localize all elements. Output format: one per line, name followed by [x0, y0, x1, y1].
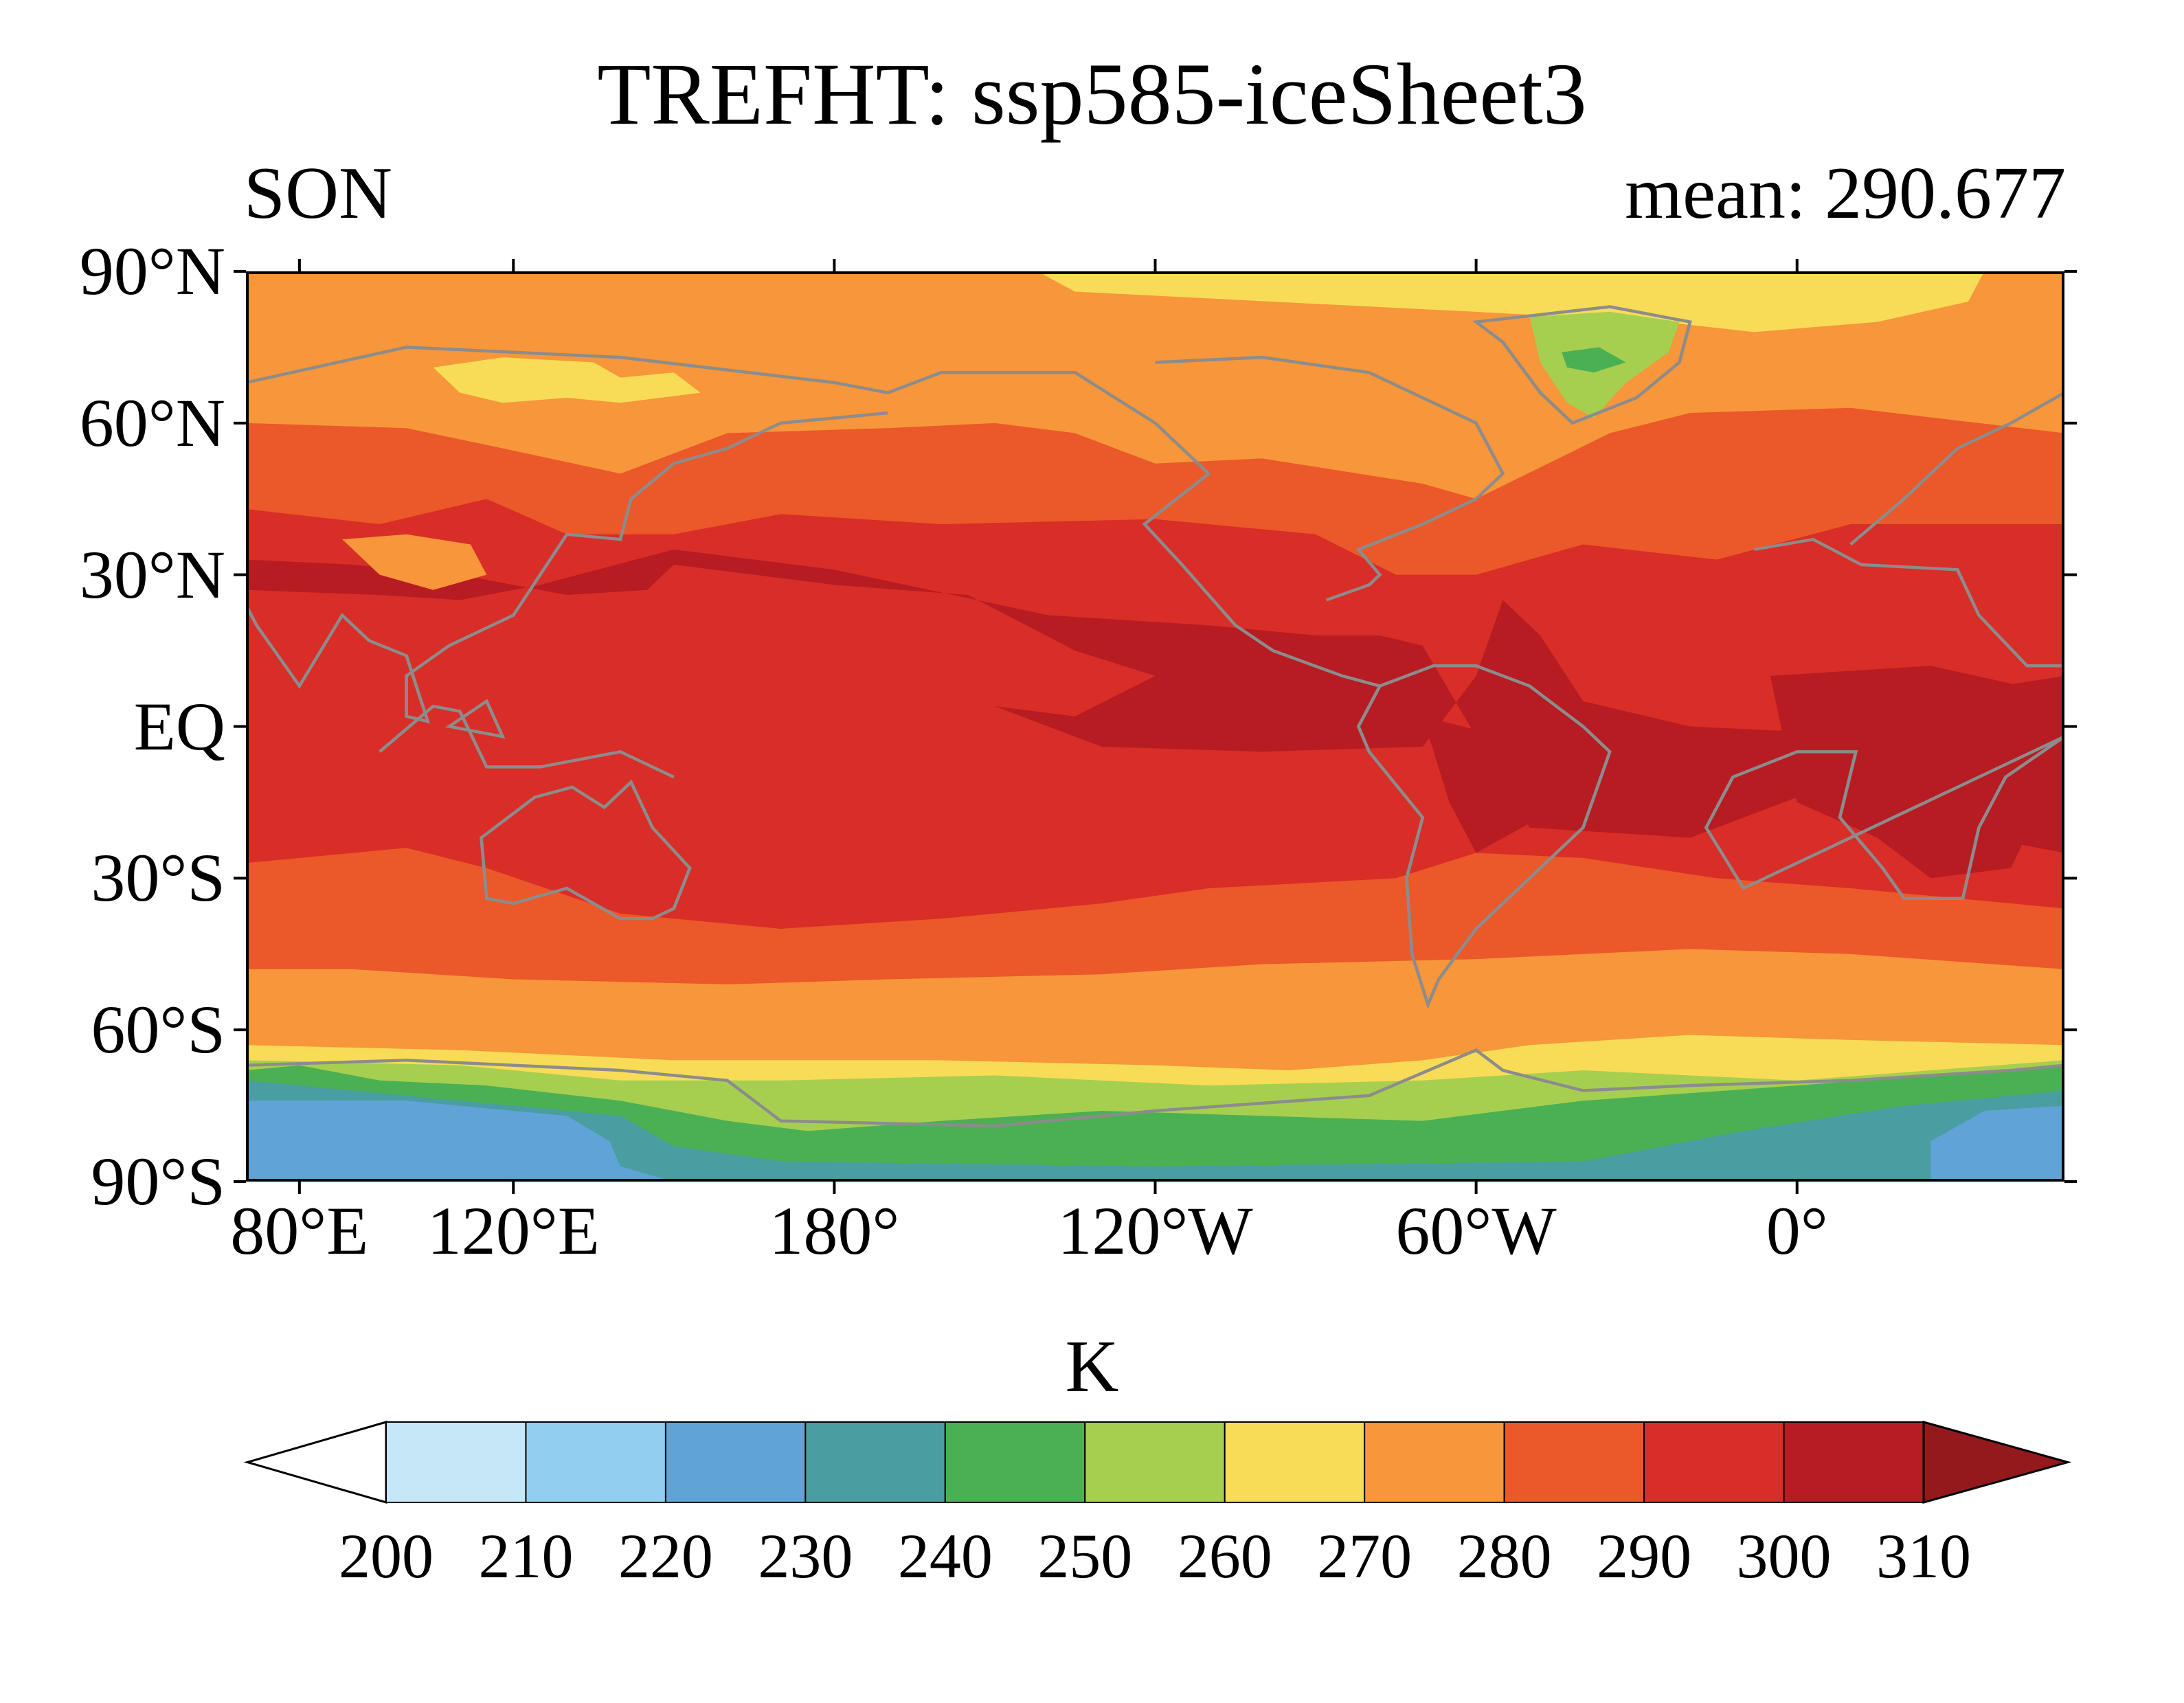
temperature-map [246, 271, 2064, 1182]
map-frame [246, 271, 2064, 1182]
colorbar-box [385, 1421, 527, 1503]
season-label: SON [244, 153, 393, 234]
colorbar-tick-label: 270 [1317, 1521, 1412, 1591]
colorbar [244, 1421, 2071, 1504]
coastline-australia [480, 779, 692, 921]
colorbar-box [1224, 1421, 1366, 1503]
colorbar-tick-label: 280 [1456, 1521, 1552, 1591]
colorbar-extend-high [1922, 1421, 2071, 1504]
mean-label: mean: 290.677 [1625, 153, 2066, 234]
colorbar-tick-label: 220 [618, 1521, 713, 1591]
x-tick-label: 120°E [427, 1193, 600, 1269]
band-260-270-arctic [1037, 271, 1985, 332]
coastline-antarctica [246, 1048, 2064, 1128]
x-tick-label: 0° [1766, 1193, 1828, 1269]
colorbar-box [1364, 1421, 1505, 1503]
coastline-eurasia [246, 346, 2064, 724]
coastline-greenland [1472, 305, 1692, 425]
colorbar-tick-label: 310 [1876, 1521, 1971, 1591]
colorbar-box [525, 1421, 666, 1503]
colorbar-box [664, 1421, 807, 1503]
colorbar-tick-label: 260 [1177, 1521, 1272, 1591]
colorbar-tick-label: 250 [1037, 1521, 1133, 1591]
band-260-270-siberia [433, 357, 701, 403]
band-230-240-antarctic [246, 1080, 2064, 1182]
y-tick-label: 60°S [91, 991, 225, 1068]
band-300-310-africa [1770, 666, 2054, 879]
band-300-310-s-america [1422, 716, 1573, 853]
coastline-indonesia [379, 699, 675, 779]
colorbar-box [1503, 1421, 1645, 1503]
y-tick-label: 90°N [79, 233, 225, 309]
colorbar-unit-label: K [1065, 1326, 1119, 1408]
chart-title: TREFHT: ssp585-iceSheet3 [597, 45, 1587, 143]
coastline-africa [1704, 537, 2064, 900]
colorbar-extend-low [244, 1421, 387, 1504]
y-tick-label: 30°S [91, 839, 225, 916]
colorbar-tick-label: 200 [339, 1521, 434, 1591]
x-tick-label: 80°E [230, 1193, 369, 1269]
band-240-250-greenland [1562, 347, 1626, 373]
band-300-310 [246, 549, 2064, 853]
colorbar-tick-label: 210 [478, 1521, 574, 1591]
colorbar-tick-label: 230 [758, 1521, 853, 1591]
y-tick-label: 90°S [91, 1143, 225, 1219]
colorbar-tick-label: 300 [1736, 1521, 1832, 1591]
band-290-300-himalaya [342, 534, 487, 590]
x-tick-label: 60°W [1395, 1193, 1557, 1269]
colorbar-box [944, 1421, 1086, 1503]
x-tick-label: 120°W [1057, 1193, 1253, 1269]
y-tick-label: 60°N [79, 384, 225, 461]
colorbar-box [1084, 1421, 1226, 1503]
y-tick-label: EQ [133, 688, 225, 765]
coastline-north-america [887, 355, 1505, 688]
band-220-230-antarctic [246, 1101, 2064, 1182]
colorbar-box [804, 1421, 946, 1503]
colorbar-tick-label: 290 [1597, 1521, 1692, 1591]
y-tick-label: 30°N [79, 536, 225, 613]
colorbar-box [1783, 1421, 1924, 1503]
colorbar-tick-label: 240 [897, 1521, 993, 1591]
coastline-south-america [1356, 664, 1612, 1010]
x-tick-label: 180° [769, 1193, 900, 1269]
coastlines [246, 305, 2064, 1128]
colorbar-box [1643, 1421, 1785, 1503]
